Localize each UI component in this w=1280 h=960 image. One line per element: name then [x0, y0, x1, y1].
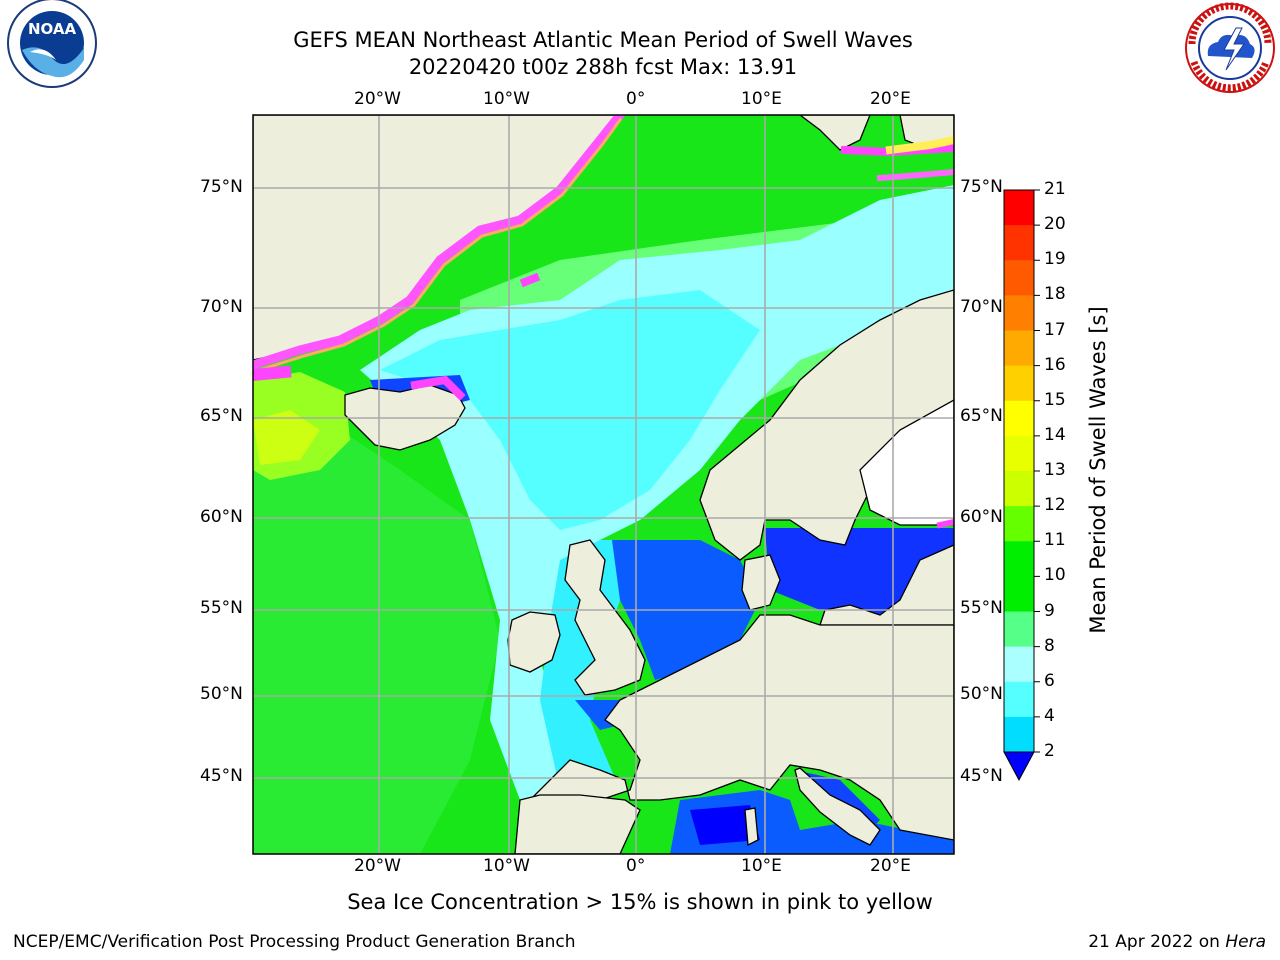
colorbar-tick-label: 17: [1044, 319, 1066, 340]
chart-title: GEFS MEAN Northeast Atlantic Mean Period…: [293, 28, 913, 52]
footer-credit: NCEP/EMC/Verification Post Processing Pr…: [13, 932, 576, 952]
chart-subtitle: 20220420 t00z 288h fcst Max: 13.91: [408, 55, 798, 79]
colorbar-extend-arrow: [1003, 751, 1035, 782]
colorbar-bin: [1004, 330, 1034, 367]
lon-label-bottom: 0°: [626, 856, 646, 876]
continental-europe: [519, 614, 954, 854]
lon-label-top: 10°E: [741, 89, 782, 109]
colorbar-tick-label: 12: [1044, 495, 1066, 516]
colorbar-label: Mean Period of Swell Waves [s]: [1086, 306, 1110, 634]
lon-label-top: 10°W: [483, 89, 530, 109]
colorbar-bin: [1004, 576, 1034, 612]
lon-label-top: 0°: [626, 89, 646, 109]
lon-label-bottom: 10°E: [741, 856, 782, 876]
lat-label-left: 55°N: [200, 598, 243, 618]
graticule: [253, 115, 954, 854]
land: [253, 115, 954, 854]
svalbard: [798, 115, 871, 151]
colorbar-tick-label: 6: [1044, 670, 1055, 691]
colorbar-bin: [1004, 471, 1034, 507]
lon-label-top: 20°E: [870, 89, 911, 109]
lon-label-bottom: 20°W: [354, 856, 401, 876]
lat-label-left: 50°N: [200, 684, 243, 704]
lat-label-left: 75°N: [200, 177, 243, 197]
lat-label-right: 60°N: [960, 507, 1003, 527]
lon-label-top: 20°W: [354, 89, 401, 109]
national-weather-service-logo: [1185, 2, 1275, 93]
colorbar-bin: [1004, 225, 1034, 261]
great-britain: [564, 539, 646, 696]
lat-label-right: 50°N: [960, 684, 1003, 704]
sea-ice-caption: Sea Ice Concentration > 15% is shown in …: [347, 890, 933, 914]
lat-label-left: 65°N: [200, 406, 243, 426]
sea-ice-edge: [253, 115, 954, 529]
colorbar-tick-label: 11: [1044, 530, 1066, 551]
colorbar-bin: [1004, 260, 1034, 296]
colorbar-tick-label: 18: [1044, 284, 1066, 305]
lon-label-bottom: 10°W: [483, 856, 530, 876]
colorbar-tick-label: 2: [1044, 741, 1055, 761]
colorbar-bin: [1004, 716, 1034, 753]
italy: [794, 767, 881, 846]
colorbar-tick-label: 14: [1044, 424, 1066, 445]
lat-label-left: 45°N: [200, 766, 243, 786]
footer-host: Hera: [1225, 932, 1266, 952]
colorbar-bin: [1004, 681, 1034, 718]
lat-label-right: 75°N: [960, 177, 1003, 197]
lat-label-right: 65°N: [960, 406, 1003, 426]
colorbar-tick-label: 10: [1044, 565, 1066, 586]
colorbar-bin: [1004, 400, 1034, 437]
colorbar: [1003, 189, 1040, 782]
lon-label-bottom: 20°E: [870, 856, 911, 876]
iberia: [514, 794, 641, 854]
colorbar-bin: [1004, 611, 1034, 648]
svg-text:NOAA: NOAA: [28, 20, 77, 38]
footer-date-text: 21 Apr 2022 on: [1088, 932, 1226, 952]
colorbar-tick-label: 21: [1044, 179, 1066, 199]
lat-label-right: 45°N: [960, 766, 1003, 786]
colorbar-tick-label: 19: [1044, 249, 1066, 270]
colorbar-bin: [1004, 190, 1034, 226]
noaa-logo: NOAA: [7, 0, 97, 88]
colorbar-bin: [1004, 541, 1034, 577]
lat-label-left: 70°N: [200, 297, 243, 317]
lat-label-right: 70°N: [960, 297, 1003, 317]
colorbar-tick-label: 9: [1044, 600, 1055, 621]
colorbar-bin: [1004, 506, 1034, 542]
colorbar-tick-label: 15: [1044, 389, 1066, 410]
colorbar-tick-label: 20: [1044, 214, 1066, 235]
colorbar-tick-label: 16: [1044, 354, 1066, 375]
plot-frame: [252, 114, 955, 855]
footer-date: 21 Apr 2022 on Hera: [1088, 932, 1266, 952]
denmark: [741, 554, 781, 611]
colorbar-bin: [1004, 295, 1034, 331]
colorbar-tick-label: 13: [1044, 460, 1066, 480]
colorbar-tick-label: 4: [1044, 705, 1055, 726]
colorbar-bin: [1004, 365, 1034, 402]
colorbar-tick-label: 8: [1044, 635, 1055, 656]
map-field: [253, 115, 954, 854]
lat-label-left: 60°N: [200, 507, 243, 527]
lat-label-right: 55°N: [960, 598, 1003, 618]
colorbar-bin: [1004, 646, 1034, 683]
colorbar-bin: [1004, 435, 1034, 472]
